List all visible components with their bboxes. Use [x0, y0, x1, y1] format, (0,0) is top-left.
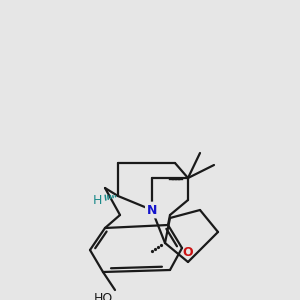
Text: HO: HO [94, 292, 113, 300]
Text: O: O [183, 246, 193, 259]
Text: H: H [92, 194, 102, 206]
Text: N: N [147, 203, 157, 217]
